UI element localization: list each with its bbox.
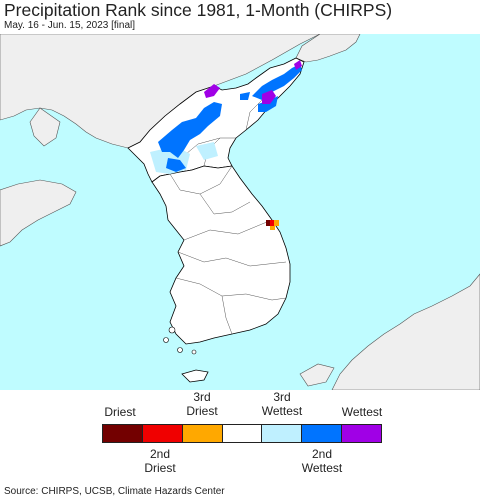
legend-swatch-3rd-driest (182, 425, 223, 442)
legend-swatch-2nd-wettest (302, 425, 343, 442)
precipitation-rank-map (0, 34, 480, 390)
japan-island (299, 363, 335, 387)
province-borders (169, 97, 287, 335)
legend: Driest 3rd Driest 3rd Wettest Wettest 2n… (0, 390, 480, 482)
legend-label-2nd-driest: 2nd Driest (144, 447, 176, 475)
legend-swatch-3rd-wettest (262, 425, 303, 442)
legend-label-2nd-wettest: 2nd Wettest (301, 447, 343, 475)
legend-swatch-normal (222, 425, 263, 442)
rank-wettest-areas (204, 60, 302, 104)
map-subtitle: May. 16 - Jun. 15, 2023 [final] (4, 20, 136, 31)
liaodong-land (29, 107, 61, 147)
legend-swatch-driest (103, 425, 143, 442)
source-credit: Source: CHIRPS, UCSB, Climate Hazards Ce… (4, 486, 225, 497)
rank-2nd-driest-cell (270, 220, 274, 226)
rank-3rd-driest-cell (274, 220, 279, 226)
shandong-land (0, 179, 77, 247)
legend-label-wettest: Wettest (341, 405, 383, 419)
rank-3rd-driest-cell (270, 226, 275, 230)
legend-swatch-2nd-driest (142, 425, 183, 442)
map-title: Precipitation Rank since 1981, 1-Month (… (4, 0, 393, 20)
legend-swatch-wettest (342, 425, 382, 442)
legend-label-3rd-driest: 3rd Driest (186, 390, 218, 418)
rank-2nd-wettest-areas (158, 64, 302, 172)
rank-driest-cell (266, 220, 270, 226)
sw-islands (163, 326, 197, 355)
legend-label-3rd-wettest: 3rd Wettest (261, 390, 303, 418)
legend-color-bar (102, 424, 382, 443)
japan-land (331, 273, 480, 390)
legend-label-driest: Driest (104, 405, 136, 419)
russia-land (295, 34, 361, 63)
dry-anomaly-cluster (266, 220, 279, 230)
jeju-island (181, 369, 209, 383)
